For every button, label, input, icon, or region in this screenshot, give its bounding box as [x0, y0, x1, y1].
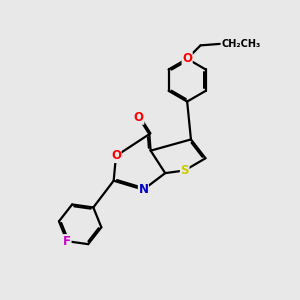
Text: F: F	[63, 235, 71, 248]
Text: O: O	[182, 52, 192, 65]
Text: S: S	[180, 164, 189, 177]
Text: CH₂CH₃: CH₂CH₃	[221, 39, 261, 49]
Text: O: O	[134, 111, 144, 124]
Text: N: N	[138, 183, 148, 196]
Text: O: O	[111, 149, 121, 162]
